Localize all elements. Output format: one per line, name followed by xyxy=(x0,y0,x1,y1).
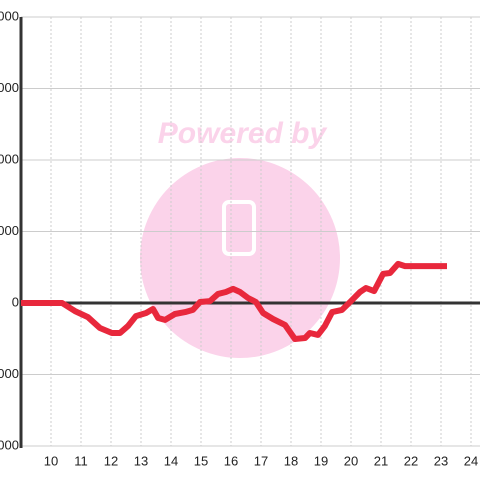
x-tick-label: 19 xyxy=(314,453,328,468)
x-tick-label: 14 xyxy=(164,453,178,468)
x-tick-label: 23 xyxy=(434,453,448,468)
x-tick-label: 24 xyxy=(464,453,478,468)
watermark-logo xyxy=(140,158,340,358)
x-tick-label: 11 xyxy=(74,453,88,468)
x-tick-label: 13 xyxy=(134,453,148,468)
x-tick-label: 16 xyxy=(224,453,238,468)
y-tick-label: -3,000 xyxy=(0,366,19,381)
y-tick-label: 6,000 xyxy=(0,151,19,166)
y-tick-label: 12,000 xyxy=(0,8,19,23)
y-tick-label: 0 xyxy=(12,294,19,309)
y-tick-label: 3,000 xyxy=(0,223,19,238)
x-tick-label: 18 xyxy=(284,453,298,468)
x-tick-label: 15 xyxy=(194,453,208,468)
watermark-text: Powered by xyxy=(158,117,328,150)
watermark-icon xyxy=(222,200,256,256)
x-tick-label: 10 xyxy=(44,453,58,468)
x-tick-label: 21 xyxy=(374,453,388,468)
data-line xyxy=(21,260,447,342)
y-tick-label: -6,000 xyxy=(0,437,19,452)
x-tick-label: 20 xyxy=(344,453,358,468)
y-tick-label: 9,000 xyxy=(0,80,19,95)
x-tick-label: 17 xyxy=(254,453,268,468)
x-tick-label: 22 xyxy=(404,453,418,468)
x-tick-label: 12 xyxy=(104,453,118,468)
